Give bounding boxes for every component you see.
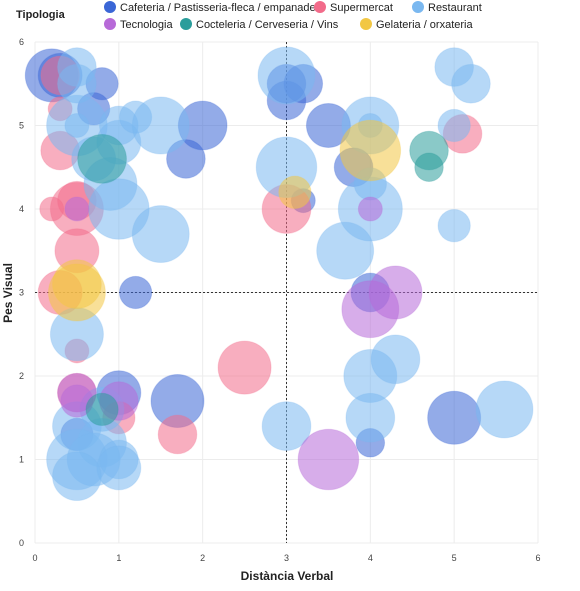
legend-title: Tipologia <box>16 9 66 21</box>
bubble-point <box>451 63 491 104</box>
bubble-point <box>316 221 375 280</box>
bubble-point <box>118 275 153 310</box>
bubble-point <box>131 96 190 155</box>
y-tick-label: 6 <box>19 37 24 47</box>
bubble-point <box>47 263 106 322</box>
bubble-point <box>345 392 396 443</box>
bubble-point <box>278 175 312 209</box>
y-tick-label: 5 <box>19 121 24 131</box>
legend-label: Restaurant <box>428 2 482 14</box>
legend-label: Cafeteria / Pastisseria-fleca / empanade… <box>120 2 322 14</box>
legend: Tipologia Cafeteria / Pastisseria-fleca … <box>16 1 482 31</box>
bubble-point <box>64 196 90 222</box>
x-tick-label: 5 <box>452 553 457 563</box>
bubble-point <box>217 340 272 395</box>
legend-swatch <box>180 18 192 30</box>
bubble-point <box>437 108 471 143</box>
legend-label: Tecnologia <box>120 19 173 31</box>
bubble-point <box>339 119 402 182</box>
y-tick-label: 3 <box>19 288 24 298</box>
legend-swatch <box>104 1 116 13</box>
x-tick-label: 2 <box>200 553 205 563</box>
bubble-point <box>297 428 360 491</box>
bubble-point <box>414 152 444 182</box>
bubble-point <box>257 46 316 105</box>
bubble-point <box>427 390 482 445</box>
bubble-point <box>437 209 471 243</box>
legend-label: Supermercat <box>330 2 393 14</box>
legend-swatch <box>412 1 424 13</box>
y-tick-label: 0 <box>19 538 24 548</box>
x-axis-title: Distància Verbal <box>241 569 334 583</box>
bubble-point <box>261 401 312 451</box>
bubble-point <box>475 380 534 439</box>
bubble-point <box>131 205 190 264</box>
x-tick-label: 6 <box>535 553 540 563</box>
legend-swatch <box>104 18 116 30</box>
bubble-point <box>370 334 421 385</box>
x-tick-label: 4 <box>368 553 373 563</box>
bubble-point <box>77 134 127 184</box>
bubble-point <box>64 113 90 138</box>
bubble-point <box>357 196 383 222</box>
legend-swatch <box>360 18 372 30</box>
bubble-point <box>157 414 198 455</box>
y-tick-label: 1 <box>19 455 24 465</box>
bubble-point <box>96 445 142 491</box>
reference-lines <box>35 42 538 543</box>
x-tick-label: 0 <box>32 553 37 563</box>
legend-label: Gelateria / orxateria <box>376 19 473 31</box>
legend-swatch <box>314 1 326 13</box>
axes: 0 1 2 3 4 5 6 0 1 2 3 4 5 6 <box>19 37 541 563</box>
y-tick-label: 2 <box>19 371 24 381</box>
bubbles <box>24 46 534 502</box>
y-axis-title: Pes Visual <box>1 263 15 323</box>
bubble-point <box>52 451 102 502</box>
x-tick-label: 1 <box>116 553 121 563</box>
bubble-point <box>341 280 400 339</box>
y-tick-label: 4 <box>19 204 24 214</box>
bubble-point <box>85 392 119 427</box>
legend-label: Cocteleria / Cerveseria / Vins <box>196 19 339 31</box>
x-tick-label: 3 <box>284 553 289 563</box>
